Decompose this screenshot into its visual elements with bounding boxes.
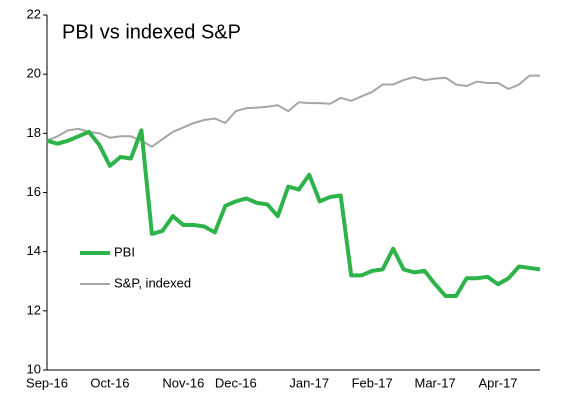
y-tick-label: 14 [27, 243, 41, 258]
chart-title: PBI vs indexed S&P [62, 21, 241, 43]
x-tick-label: Sep-16 [26, 375, 68, 390]
x-tick-label: Feb-17 [352, 375, 393, 390]
y-tick-label: 20 [27, 66, 41, 81]
y-tick-label: 18 [27, 125, 41, 140]
series-line [46, 74, 540, 148]
legend-label: S&P, indexed [114, 275, 191, 290]
x-tick-label: Jan-17 [289, 375, 329, 390]
series-line [46, 128, 541, 299]
x-tick-label: Apr-17 [479, 375, 518, 390]
x-tick-label: Dec-16 [215, 375, 257, 390]
y-tick-label: 16 [27, 184, 41, 199]
x-tick-label: Mar-17 [415, 375, 456, 390]
legend-label: PBI [114, 244, 135, 259]
y-tick-label: 12 [27, 302, 41, 317]
x-tick-label: Nov-16 [162, 375, 204, 390]
y-tick-label: 10 [27, 361, 41, 376]
y-tick-label: 22 [27, 6, 41, 21]
x-tick-label: Oct-16 [90, 375, 129, 390]
